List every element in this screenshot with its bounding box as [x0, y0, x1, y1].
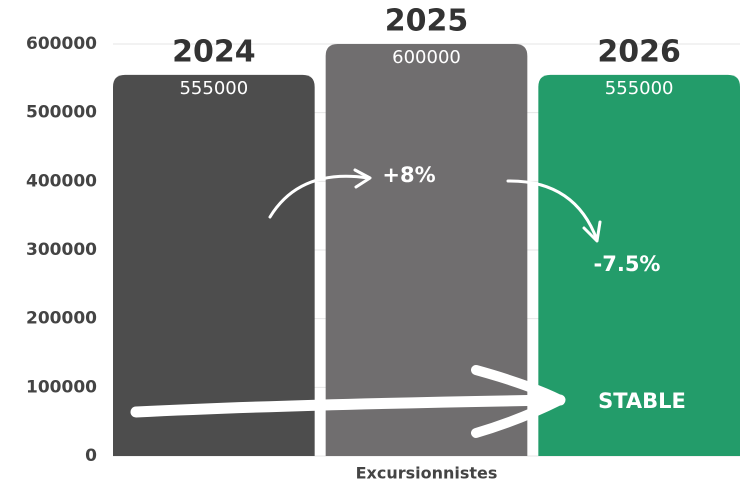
y-tick-label: 400000	[26, 171, 97, 191]
series-name: 2026	[597, 34, 681, 69]
value-label: 555000	[605, 78, 674, 99]
x-tick-label: Excursionnistes	[356, 464, 498, 483]
annotation: -7.5%	[594, 252, 661, 276]
arrow	[506, 179, 599, 242]
arrow-head	[582, 220, 602, 243]
arrow-head	[353, 168, 372, 189]
y-tick-label: 600000	[26, 34, 97, 54]
series-name: 2025	[385, 4, 469, 39]
arrow	[130, 394, 566, 418]
bar	[538, 74, 740, 457]
arrow-head	[471, 365, 565, 438]
annotation: STABLE	[598, 389, 686, 413]
y-tick-label: 500000	[26, 103, 97, 123]
bar	[113, 74, 315, 457]
bars	[113, 44, 740, 457]
labels: 0 100000 200000 300000 400000 500000 600000 Exc…	[26, 4, 686, 483]
arrows	[130, 168, 602, 438]
value-label: 600000	[392, 47, 461, 68]
y-tick-label: 100000	[26, 377, 97, 397]
series-name: 2024	[172, 34, 256, 69]
annotation: +8%	[382, 163, 435, 187]
value-label: 555000	[179, 78, 248, 99]
arrow	[268, 174, 370, 219]
y-tick-label: 200000	[26, 309, 97, 329]
bar	[325, 44, 528, 456]
y-tick-label: 300000	[26, 240, 97, 260]
y-tick-label: 0	[85, 446, 97, 466]
